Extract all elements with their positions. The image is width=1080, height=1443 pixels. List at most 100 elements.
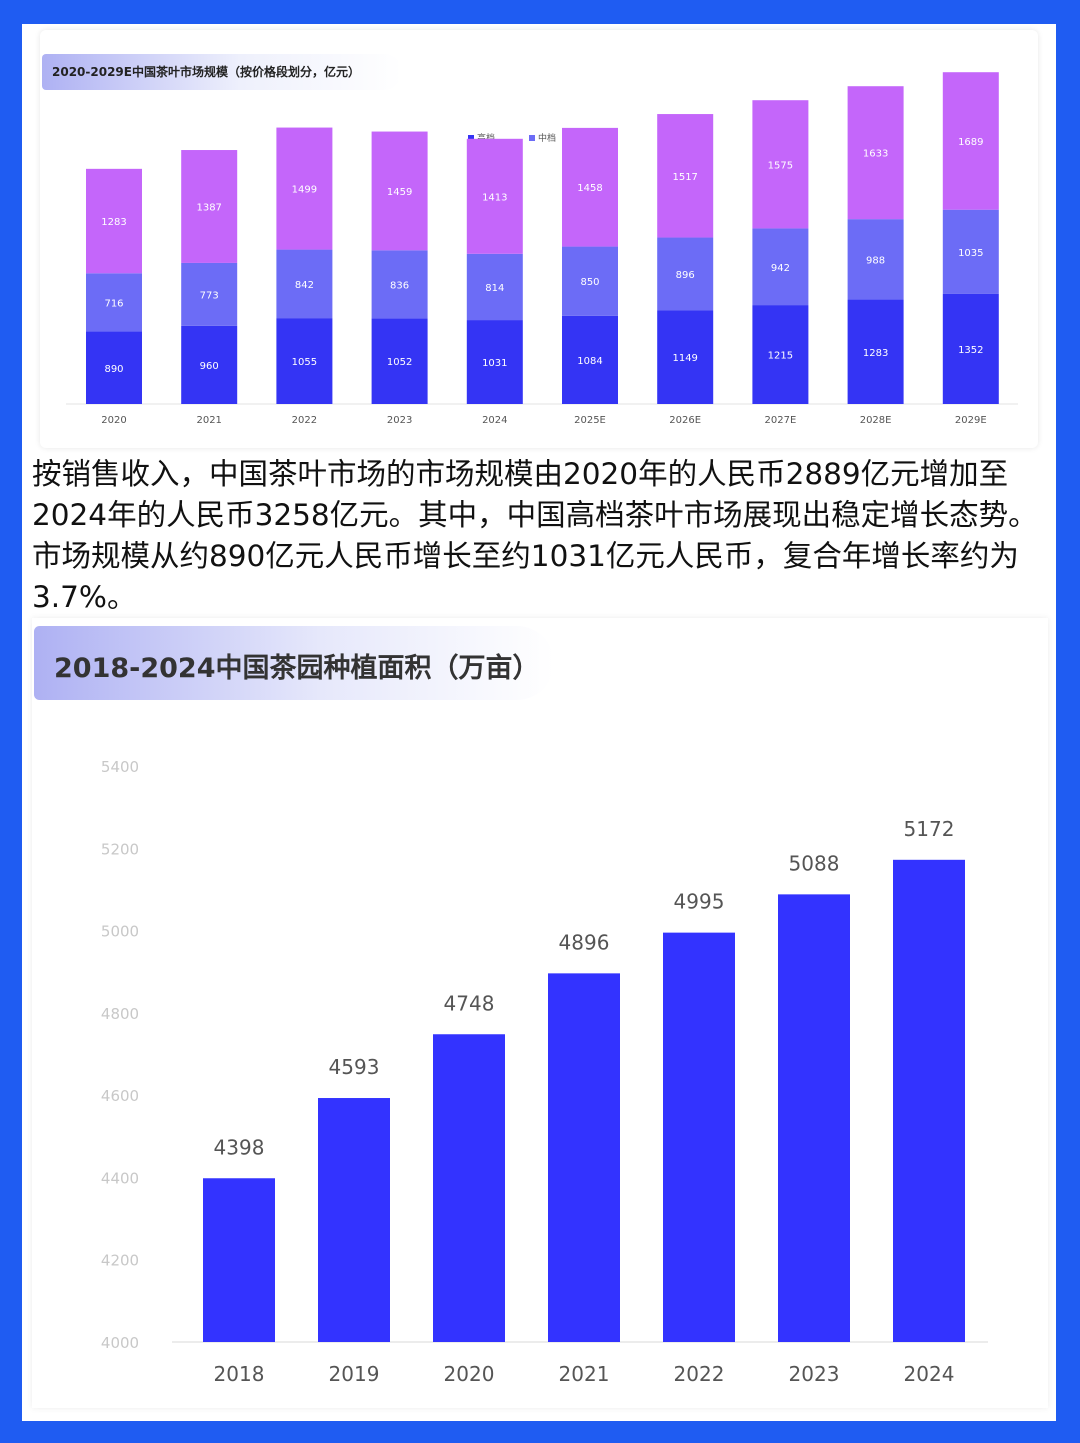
bar [663,932,735,1342]
y-tick-label: 4000 [101,1334,139,1352]
bar-segment [847,86,904,220]
data-label: 5172 [904,817,955,841]
legend-label-1: 中档 [538,132,556,144]
data-label: 814 [485,283,504,294]
bar-segment [181,325,238,404]
description-paragraph: 按销售收入，中国茶叶市场的市场规模由2020年的人民币2889亿元增加至2024… [32,457,1038,614]
bar-segment [371,318,428,404]
data-label: 5088 [789,851,840,875]
data-label: 1458 [577,183,602,194]
x-tick-label: 2024 [904,1362,955,1386]
bar-segment [562,246,618,316]
legend-swatch-0 [468,135,474,141]
data-label: 896 [676,270,695,281]
data-label: 1413 [482,192,507,203]
x-tick-label: 2025E [574,415,606,426]
x-tick-label: 2023 [789,1362,840,1386]
bar-segment [752,228,809,306]
bar [548,973,620,1342]
data-label: 850 [580,277,599,288]
x-tick-label: 2022 [292,415,317,426]
plantation-area-chart-title: 2018-2024中国茶园种植面积（万亩） [54,653,540,684]
y-tick-label: 5400 [101,758,139,776]
bar [778,894,850,1342]
bar-segment [847,299,904,404]
data-label: 1517 [672,172,697,183]
bar-segment [657,310,714,404]
bar-segment [562,127,618,247]
data-label: 1633 [863,149,888,160]
bar-segment [942,209,999,294]
x-tick-label: 2023 [387,415,412,426]
market-size-chart-card: 2020-2029E中国茶叶市场规模（按价格段划分，亿元） 高档中档大众8907… [40,30,1038,448]
data-label: 4398 [214,1135,265,1159]
data-label: 1575 [768,160,793,171]
plantation-area-chart-card: 2018-2024中国茶园种植面积（万亩） 4000 4200 4400 4600 48… [32,618,1048,1408]
data-label: 773 [200,290,219,301]
x-tick-label: 2024 [482,415,507,426]
bar-segment [466,253,523,321]
data-label: 836 [390,280,409,291]
bar [433,1034,505,1342]
x-tick-label: 2022 [674,1362,725,1386]
data-label: 1055 [292,357,317,368]
market-size-stacked-bar-chart: 高档中档大众8907161283202096077313872021105584… [66,72,1018,426]
x-tick-label: 2019 [329,1362,380,1386]
bar-segment [847,219,904,300]
data-label: 4593 [329,1055,380,1079]
data-label: 842 [295,280,314,291]
bar-segment [276,318,333,404]
x-tick-label: 2021 [559,1362,610,1386]
x-tick-label: 2020 [444,1362,495,1386]
y-tick-label: 5200 [101,840,139,858]
y-tick-label: 4200 [101,1252,139,1270]
plantation-area-title-banner: 2018-2024中国茶园种植面积（万亩） [34,626,554,700]
bar-segment [657,114,714,238]
data-label: 1149 [672,353,697,364]
bar-segment [466,138,523,254]
data-label: 1215 [768,351,793,362]
data-label: 1689 [958,137,983,148]
data-label: 1035 [958,248,983,259]
data-label: 988 [866,255,885,266]
market-size-chart-title: 2020-2029E中国茶叶市场规模（按价格段划分，亿元） [52,65,360,79]
y-tick-label: 5000 [101,923,139,941]
bar-segment [276,249,333,319]
data-label: 4896 [559,930,610,954]
data-label: 1084 [577,356,602,367]
x-tick-label: 2029E [955,415,987,426]
bar-segment [942,72,999,210]
y-tick-label: 4400 [101,1169,139,1187]
bar-segment [752,100,809,229]
bar-segment [562,315,618,404]
data-label: 1499 [292,185,317,196]
market-size-title-banner: 2020-2029E中国茶叶市场规模（按价格段划分，亿元） [42,54,402,90]
bar [318,1098,390,1342]
legend-swatch-1 [529,135,535,141]
data-label: 1283 [863,348,888,359]
bar-segment [657,237,714,311]
x-tick-label: 2027E [765,415,797,426]
data-label: 890 [104,364,123,375]
x-tick-label: 2021 [196,415,221,426]
data-label: 960 [200,361,219,372]
bar-segment [466,320,523,404]
page-frame: 2020-2029E中国茶叶市场规模（按价格段划分，亿元） 高档中档大众8907… [22,24,1056,1421]
bar-segment [86,331,142,404]
bar [203,1178,275,1342]
bar-segment [86,273,142,332]
x-tick-label: 2028E [860,415,892,426]
x-tick-label: 2026E [669,415,701,426]
bar-segment [276,127,333,250]
data-label: 1352 [958,345,983,356]
plantation-area-bar-chart: 4000 4200 4400 4600 4800 5000 5200 5400 4398 2018… [101,758,988,1386]
x-tick-label: 2020 [101,415,126,426]
x-tick-label: 2018 [214,1362,265,1386]
bar-segment [371,131,428,251]
data-label: 4748 [444,991,495,1015]
data-label: 942 [771,263,790,274]
bar-segment [752,305,809,404]
data-label: 1459 [387,187,412,198]
data-label: 4995 [674,890,725,914]
bar-segment [942,293,999,404]
